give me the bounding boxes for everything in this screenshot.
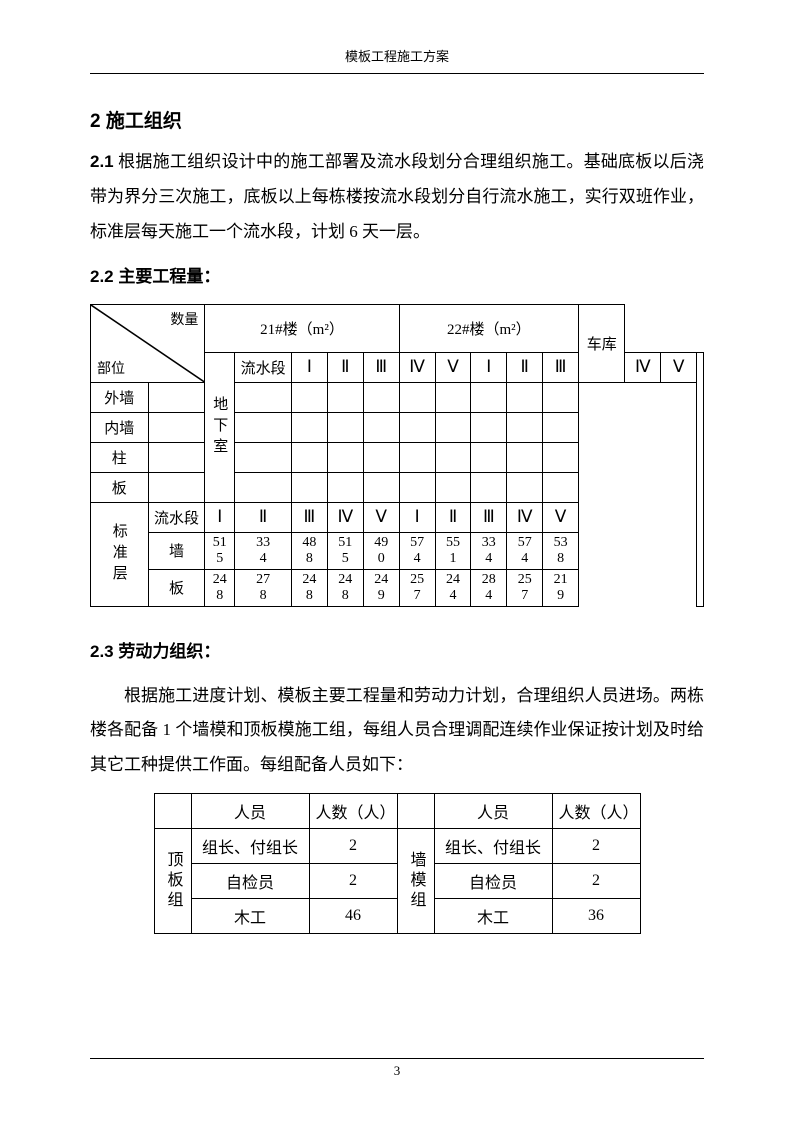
table-cell: 组长、付组长 bbox=[434, 829, 552, 864]
table-cell: Ⅰ bbox=[399, 502, 435, 532]
table-cell: 257 bbox=[507, 569, 543, 606]
table-cell: Ⅳ bbox=[507, 502, 543, 532]
table-cell: 574 bbox=[507, 532, 543, 569]
table-cell: 334 bbox=[471, 532, 507, 569]
table-cell: Ⅱ bbox=[235, 502, 292, 532]
table-cell: 244 bbox=[435, 569, 471, 606]
table-cell: 2 bbox=[552, 864, 640, 899]
table-cell: 自检员 bbox=[191, 864, 309, 899]
row-label: 柱 bbox=[91, 442, 149, 472]
table-cell: Ⅰ bbox=[205, 502, 235, 532]
table-cell: Ⅴ bbox=[661, 352, 697, 382]
table-cell: Ⅳ bbox=[327, 502, 363, 532]
table-cell: 46 bbox=[309, 899, 397, 934]
row-label: 流水段 bbox=[235, 352, 292, 382]
col-role: 人员 bbox=[191, 794, 309, 829]
section-2-3-paragraph: 根据施工进度计划、模板主要工程量和劳动力计划，合理组织人员进场。两栋楼各配备 1… bbox=[90, 679, 704, 784]
group-wall: 墙模组 bbox=[397, 829, 434, 934]
table-cell: Ⅲ bbox=[291, 502, 327, 532]
table-cell: 490 bbox=[363, 532, 399, 569]
table-cell: 木工 bbox=[434, 899, 552, 934]
section-standard-label: 标准层 bbox=[91, 502, 149, 606]
table-cell: Ⅴ bbox=[363, 502, 399, 532]
table-cell: 自检员 bbox=[434, 864, 552, 899]
table-cell: Ⅲ bbox=[471, 502, 507, 532]
table-cell: 2 bbox=[309, 829, 397, 864]
table-cell: 249 bbox=[363, 569, 399, 606]
table-cell: 248 bbox=[205, 569, 235, 606]
col-building-22: 22#楼（m²） bbox=[399, 304, 578, 352]
col-count: 人数（人） bbox=[309, 794, 397, 829]
table-cell: 2 bbox=[309, 864, 397, 899]
table-cell: Ⅰ bbox=[291, 352, 327, 382]
section-2-3-heading: 2.3 劳动力组织： bbox=[90, 635, 704, 669]
table-cell: 515 bbox=[205, 532, 235, 569]
col-role: 人员 bbox=[434, 794, 552, 829]
row-label: 流水段 bbox=[148, 502, 205, 532]
row-label: 内墙 bbox=[91, 412, 149, 442]
table-cell: Ⅴ bbox=[435, 352, 471, 382]
table-cell: 36 bbox=[552, 899, 640, 934]
col-garage: 车库 bbox=[579, 304, 625, 382]
table-cell: Ⅱ bbox=[435, 502, 471, 532]
table-cell: Ⅲ bbox=[363, 352, 399, 382]
table-cell: 257 bbox=[399, 569, 435, 606]
section-2-1-text: 根据施工组织设计中的施工部署及流水段划分合理组织施工。基础底板以后浇带为界分三次… bbox=[90, 152, 704, 241]
section-2-1-paragraph: 2.1 根据施工组织设计中的施工部署及流水段划分合理组织施工。基础底板以后浇带为… bbox=[90, 145, 704, 250]
row-label: 墙 bbox=[148, 532, 205, 569]
table-cell: 551 bbox=[435, 532, 471, 569]
diag-top-label: 数量 bbox=[170, 309, 198, 329]
section-basement-label: 地下室 bbox=[205, 352, 235, 502]
page-header: 模板工程施工方案 bbox=[90, 46, 704, 74]
page-number: 3 bbox=[90, 1058, 704, 1079]
table-cell: 组长、付组长 bbox=[191, 829, 309, 864]
col-building-21: 21#楼（m²） bbox=[205, 304, 399, 352]
table-cell bbox=[397, 794, 434, 829]
garage-cell bbox=[697, 352, 704, 606]
table-cell: 2 bbox=[552, 829, 640, 864]
labor-table: 人员 人数（人） 人员 人数（人） 顶板组 组长、付组长 2 墙模组 组长、付组… bbox=[154, 793, 641, 934]
table-cell: 538 bbox=[543, 532, 579, 569]
section-2-2-heading: 2.2 主要工程量： bbox=[90, 260, 704, 294]
table-cell: 219 bbox=[543, 569, 579, 606]
section-2-1-label: 2.1 bbox=[90, 152, 114, 171]
quantities-table: 数量 部位 21#楼（m²） 22#楼（m²） 车库 地下室 流水段 Ⅰ Ⅱ Ⅲ… bbox=[90, 304, 704, 607]
table-cell: 574 bbox=[399, 532, 435, 569]
table-cell: 248 bbox=[327, 569, 363, 606]
table-cell: 334 bbox=[235, 532, 292, 569]
table-cell: Ⅳ bbox=[625, 352, 661, 382]
table-cell: 248 bbox=[291, 569, 327, 606]
table-cell bbox=[154, 794, 191, 829]
col-count: 人数（人） bbox=[552, 794, 640, 829]
table-cell: Ⅳ bbox=[399, 352, 435, 382]
table-cell: 284 bbox=[471, 569, 507, 606]
table-cell: Ⅲ bbox=[543, 352, 579, 382]
table-cell: Ⅱ bbox=[507, 352, 543, 382]
table-cell: 278 bbox=[235, 569, 292, 606]
diag-bot-label: 部位 bbox=[97, 358, 125, 378]
table-cell: Ⅰ bbox=[471, 352, 507, 382]
table-cell: Ⅱ bbox=[327, 352, 363, 382]
table-cell: 488 bbox=[291, 532, 327, 569]
table-cell: 木工 bbox=[191, 899, 309, 934]
table-cell: Ⅴ bbox=[543, 502, 579, 532]
row-label: 板 bbox=[148, 569, 205, 606]
row-label: 外墙 bbox=[91, 382, 149, 412]
table-cell: 515 bbox=[327, 532, 363, 569]
group-top-slab: 顶板组 bbox=[154, 829, 191, 934]
section-2-heading: 2 施工组织 bbox=[90, 106, 704, 133]
row-label: 板 bbox=[91, 472, 149, 502]
